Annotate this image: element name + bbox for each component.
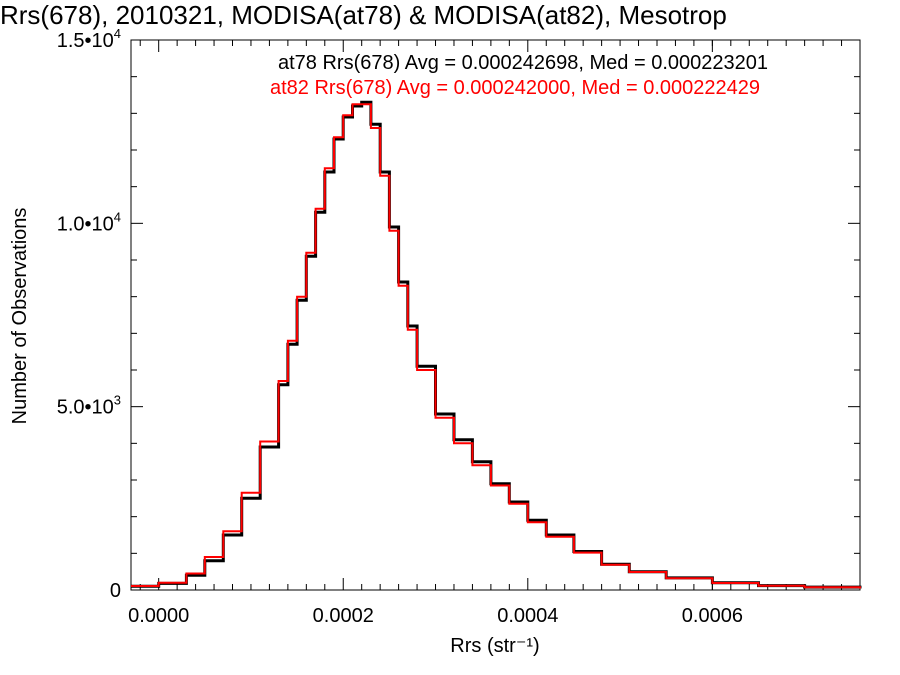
series-lines [131, 100, 862, 589]
chart-title: Rrs(678), 2010321, MODISA(at78) & MODISA… [0, 0, 727, 30]
y-tick-mantissa: 5.0•10 [57, 397, 114, 419]
axis-ticks: 0.0000 0.0002 0.0004 0.000605.0•1031.0•1041… [57, 26, 860, 627]
x-axis-label: Rrs (str⁻¹) [450, 635, 539, 657]
x-tick-label: 0.0000 [128, 605, 189, 627]
at82-stats-label: at82 Rrs(678) Avg = 0.000242000, Med = 0… [270, 77, 761, 99]
y-tick-exponent: 3 [114, 393, 121, 408]
y-tick-label: 5.0•103 [57, 393, 121, 419]
y-tick-exponent: 4 [114, 26, 121, 41]
y-tick-mantissa: 0 [110, 580, 121, 602]
x-tick-label: 0.0006 [682, 605, 743, 627]
at78-stats-label: at78 Rrs(678) Avg = 0.000242698, Med = 0… [278, 52, 769, 74]
x-tick-label: 0.0002 [313, 605, 374, 627]
y-tick-exponent: 4 [114, 209, 121, 224]
y-axis-label: Number of Observations [9, 208, 31, 425]
series-line-at82 [131, 103, 861, 589]
series-line-at78 [131, 100, 862, 589]
x-tick-label: 0.0004 [497, 605, 558, 627]
plot-frame [130, 39, 861, 591]
y-tick-mantissa: 1.5•10 [57, 30, 114, 52]
y-tick-label: 1.0•104 [57, 209, 121, 235]
y-tick-label: 0 [110, 580, 121, 602]
y-tick-mantissa: 1.0•10 [57, 213, 114, 235]
y-tick-label: 1.5•104 [57, 26, 121, 52]
